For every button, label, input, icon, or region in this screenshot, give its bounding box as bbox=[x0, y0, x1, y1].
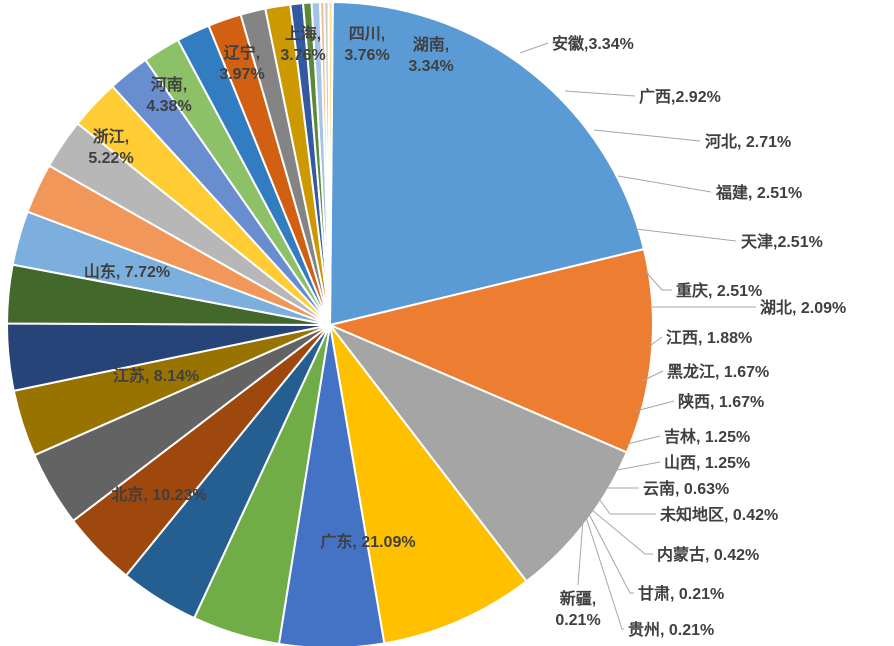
slice-label-22: 山西, 1.25% bbox=[664, 454, 750, 472]
leader-line-28 bbox=[577, 519, 584, 586]
slice-label-6: 河南, 4.38% bbox=[146, 75, 191, 115]
slice-label-16: 重庆, 2.51% bbox=[676, 281, 762, 300]
slice-label-2: 北京, 10.23% bbox=[111, 485, 206, 504]
slice-label-7: 辽宁, 3.97% bbox=[219, 43, 264, 83]
slice-label-5: 浙江, 5.22% bbox=[88, 127, 133, 167]
leader-lines bbox=[519, 42, 756, 630]
slice-label-4: 山东, 7.72% bbox=[84, 262, 170, 281]
slice-label-8: 上海, 3.76% bbox=[280, 24, 325, 64]
slice-label-10: 湖南, 3.34% bbox=[408, 35, 453, 75]
slice-label-9: 四川, 3.76% bbox=[344, 26, 389, 64]
leader-line-20 bbox=[635, 400, 675, 412]
slice-label-18: 江西, 1.88% bbox=[666, 329, 752, 347]
pie-slice-4 bbox=[329, 324, 528, 645]
pie-slice-3 bbox=[326, 322, 629, 583]
leader-line-19 bbox=[641, 370, 664, 382]
slice-label-24: 未知地区, 0.42% bbox=[659, 505, 778, 524]
leader-line-22 bbox=[616, 461, 661, 471]
pie-slice-28 bbox=[327, 1, 334, 326]
slice-label-23: 云南, 0.63% bbox=[643, 479, 729, 498]
slice-label-27: 贵州, 0.21% bbox=[628, 620, 714, 639]
leader-line-13 bbox=[593, 129, 701, 142]
slice-label-17: 湖北, 2.09% bbox=[760, 299, 846, 317]
leader-line-11 bbox=[519, 42, 549, 54]
leader-line-12 bbox=[564, 90, 636, 97]
slice-label-13: 河北, 2.71% bbox=[705, 132, 791, 151]
leader-line-16 bbox=[645, 271, 672, 291]
leader-line-14 bbox=[617, 175, 712, 193]
leader-line-26 bbox=[588, 513, 634, 594]
slice-label-14: 福建, 2.51% bbox=[715, 183, 802, 202]
slice-label-15: 天津,2.51% bbox=[741, 233, 823, 251]
slice-label-11: 安徽,3.34% bbox=[552, 34, 634, 53]
slice-label-25: 内蒙古, 0.42% bbox=[657, 545, 759, 564]
leader-line-18 bbox=[646, 336, 663, 349]
leader-line-27 bbox=[585, 516, 624, 630]
leader-line-24 bbox=[599, 499, 656, 515]
leader-line-25 bbox=[591, 509, 653, 555]
slice-label-19: 黑龙江, 1.67% bbox=[667, 362, 769, 381]
slice-labels: 广东, 21.09% 北京, 10.23% 江苏, 8.14% 山东, 7.72% 浙江… bbox=[84, 24, 846, 639]
pie-slices bbox=[5, 0, 654, 646]
pie-slice-1 bbox=[328, 1, 646, 327]
slice-label-12: 广西,2.92% bbox=[639, 87, 721, 106]
leader-line-21 bbox=[626, 435, 661, 445]
slice-label-1: 广东, 21.09% bbox=[320, 532, 415, 551]
pie-slice-2 bbox=[326, 247, 654, 454]
slice-label-3: 江苏, 8.14% bbox=[113, 366, 199, 385]
slice-label-26: 甘肃, 0.21% bbox=[638, 585, 724, 603]
slice-label-28: 新疆, 0.21% bbox=[555, 589, 600, 629]
slice-label-21: 吉林, 1.25% bbox=[664, 427, 750, 446]
slice-label-20: 陕西, 1.67% bbox=[678, 392, 764, 411]
leader-line-15 bbox=[635, 228, 737, 242]
